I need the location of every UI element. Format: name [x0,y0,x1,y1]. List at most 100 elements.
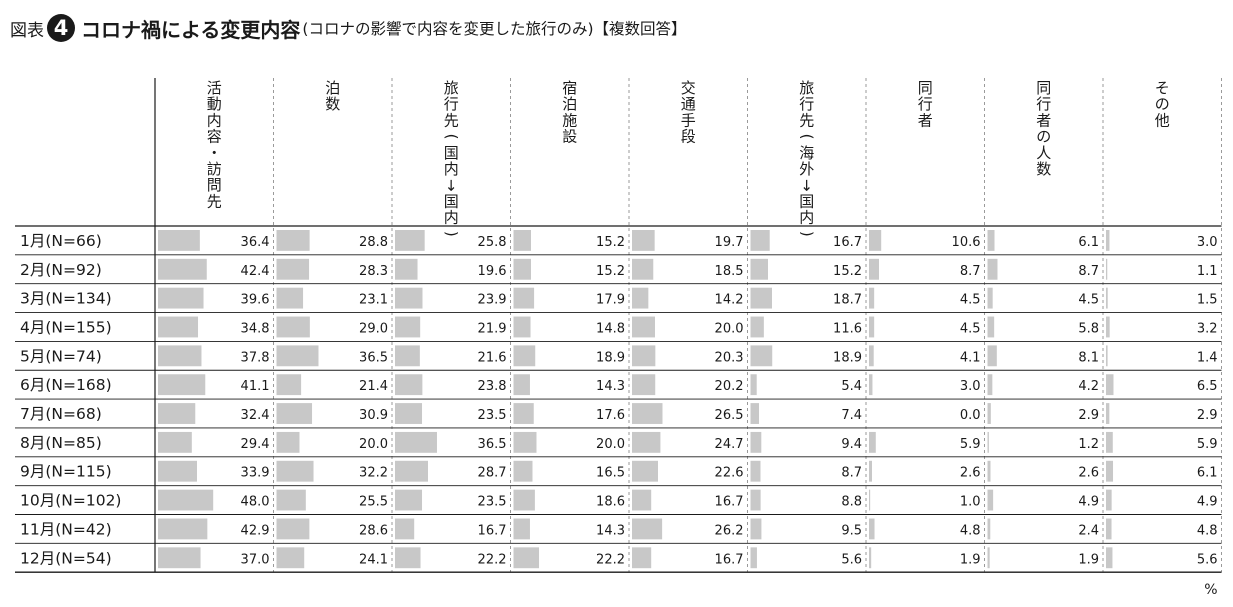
value-label: 1.4 [1197,350,1218,365]
column-header-char: 旅 [444,79,459,97]
value-label: 32.4 [241,408,270,423]
column-header-char: 数 [325,95,340,113]
value-label: 1.0 [960,495,981,510]
bar [987,287,993,309]
value-label: 18.9 [833,350,862,365]
value-label: 20.2 [715,379,744,394]
value-label: 28.8 [359,235,388,250]
value-label: 6.1 [1197,466,1218,481]
value-label: 36.5 [359,350,388,365]
bar [750,403,760,424]
value-label: 22.6 [715,466,744,481]
bar [750,316,764,338]
bar [276,230,310,251]
column-header-char: 内 [444,209,459,227]
bar [513,431,537,453]
column-header-char: 手 [681,111,696,129]
value-label: 22.2 [596,552,625,567]
row-label: 1月(N=66) [20,232,102,250]
value-label: 4.9 [1197,495,1218,510]
bar [987,547,990,569]
bar [869,258,880,280]
bar [1106,374,1114,396]
bar [1106,287,1108,309]
column-header-char: 人 [1036,144,1051,162]
column-header-char: ) [442,231,460,237]
bar [1106,460,1114,482]
value-label: 1.9 [1078,552,1099,567]
value-label: 26.2 [715,523,744,538]
bar [750,518,762,540]
value-label: 28.7 [478,466,507,481]
value-label: 23.9 [478,293,507,308]
bar [276,345,319,367]
bar [632,345,656,367]
value-label: 23.5 [478,408,507,423]
value-label: 39.6 [241,293,270,308]
bar [869,374,873,396]
value-label: 2.9 [1197,408,1218,423]
column-header-char: 行 [1036,95,1051,113]
unit-label: % [1204,582,1217,598]
bar [632,547,652,569]
bar [513,230,531,251]
bar [1106,431,1113,453]
column-header-char: → [798,179,816,192]
value-label: 9.5 [841,523,862,538]
value-label: 2.6 [960,466,981,481]
bar [632,460,658,482]
bar [750,287,773,309]
row-label: 2月(N=92) [20,261,102,279]
column-header-char: 国 [444,192,459,210]
row-label: 8月(N=85) [20,434,102,452]
value-label: 7.4 [841,408,862,423]
value-label: 10.6 [952,235,981,250]
value-label: 28.6 [359,523,388,538]
bar [513,316,531,338]
value-label: 1.5 [1197,293,1218,308]
bar [158,230,200,251]
value-label: 16.7 [478,523,507,538]
value-label: 4.5 [960,321,981,336]
value-label: 33.9 [241,466,270,481]
value-label: 30.9 [359,408,388,423]
bar [513,489,535,511]
bar [987,258,998,280]
value-label: 1.1 [1197,264,1218,279]
row-label: 4月(N=155) [20,318,112,336]
column-header-char: の [1036,128,1051,146]
value-label: 32.2 [359,466,388,481]
column-header-char: の [1155,95,1170,113]
column-header-char: 行 [799,95,814,113]
value-label: 29.0 [359,321,388,336]
value-label: 1.9 [960,552,981,567]
value-label: 34.8 [241,321,270,336]
bar [158,345,202,367]
figure-number-badge: 4 [47,14,75,42]
bar [513,258,531,280]
value-label: 5.8 [1078,321,1099,336]
bar [869,489,871,511]
bar [750,460,761,482]
bar [987,345,997,367]
value-label: 23.5 [478,495,507,510]
bar [869,230,882,251]
column-header-char: 数 [1036,160,1051,178]
value-label: 2.6 [1078,466,1099,481]
bar [158,258,207,280]
value-label: 37.0 [241,552,270,567]
bar [1106,547,1113,569]
value-label: 19.7 [715,235,744,250]
value-label: 4.2 [1078,379,1099,394]
bar [395,316,421,338]
value-label: 0.0 [960,408,981,423]
value-label: 15.2 [596,264,625,279]
value-label: 4.8 [960,523,981,538]
bar [513,518,530,540]
value-label: 4.5 [1078,293,1099,308]
bar [276,518,310,540]
column-header-char: 段 [681,128,696,146]
value-label: 5.6 [841,552,862,567]
value-label: 16.7 [715,495,744,510]
value-label: 18.6 [596,495,625,510]
